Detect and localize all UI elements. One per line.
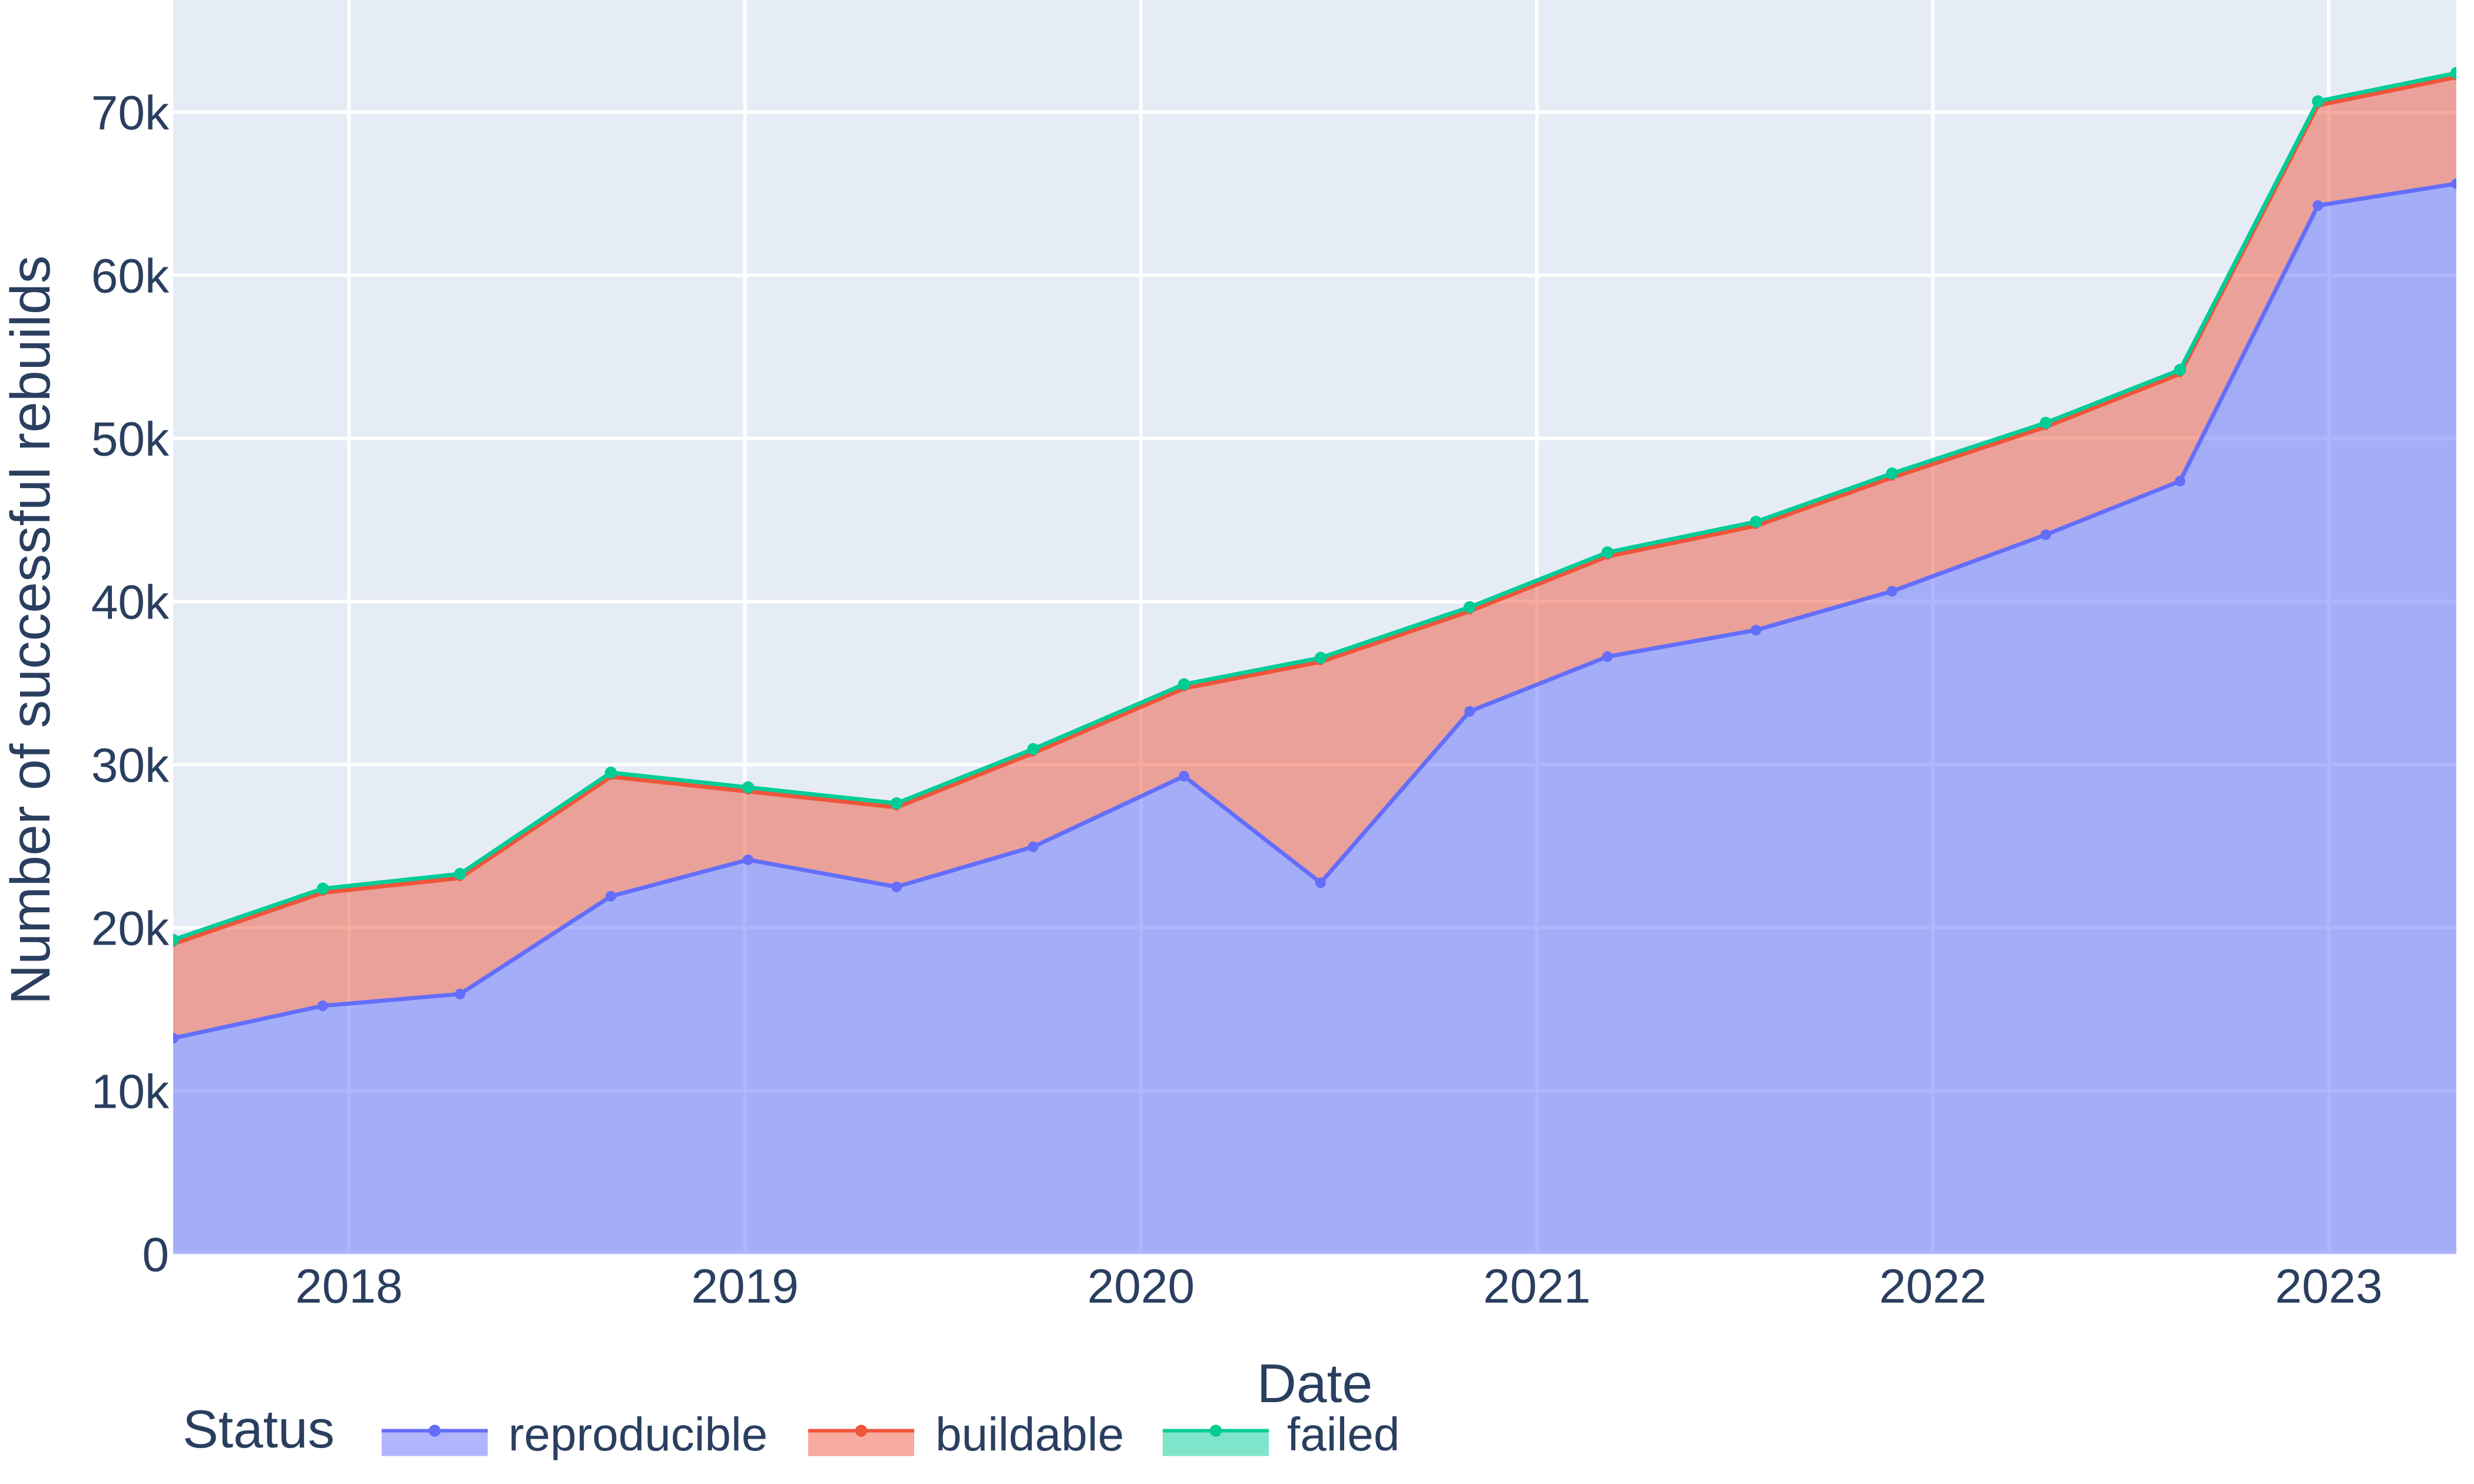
svg-text:70k: 70k — [91, 87, 170, 140]
svg-text:Date: Date — [1257, 1353, 1372, 1414]
svg-text:Number of successful rebuilds: Number of successful rebuilds — [0, 256, 62, 1005]
svg-text:2022: 2022 — [1879, 1260, 1986, 1313]
svg-text:2018: 2018 — [295, 1260, 402, 1313]
svg-text:buildable: buildable — [935, 1408, 1124, 1460]
svg-text:60k: 60k — [91, 250, 170, 303]
svg-text:10k: 10k — [91, 1065, 170, 1119]
svg-text:50k: 50k — [91, 413, 170, 466]
svg-text:failed: failed — [1287, 1408, 1400, 1460]
svg-text:40k: 40k — [91, 576, 170, 630]
svg-text:30k: 30k — [91, 739, 170, 793]
svg-text:2021: 2021 — [1483, 1260, 1590, 1313]
svg-text:0: 0 — [142, 1228, 169, 1282]
svg-text:20k: 20k — [91, 902, 170, 956]
svg-text:reproducible: reproducible — [508, 1408, 768, 1460]
svg-text:2023: 2023 — [2275, 1260, 2382, 1313]
svg-text:2019: 2019 — [691, 1260, 798, 1313]
svg-text:Status: Status — [183, 1400, 335, 1459]
svg-text:2020: 2020 — [1087, 1260, 1195, 1313]
